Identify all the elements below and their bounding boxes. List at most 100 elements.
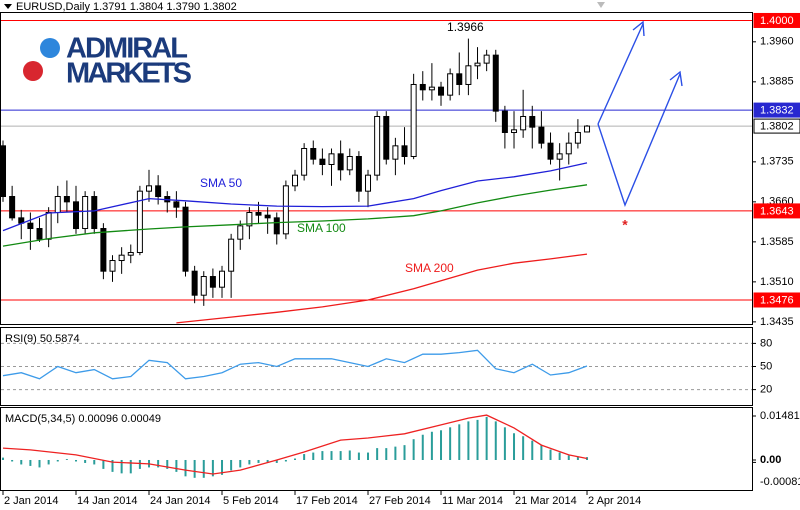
histogram-bar <box>567 455 570 460</box>
candle-body <box>264 214 271 219</box>
candle-body <box>27 222 34 230</box>
peak-annotation: 1.3966 <box>447 20 484 34</box>
histogram-bar <box>540 445 543 460</box>
forecast-arrows <box>597 20 683 207</box>
logo-dot <box>23 61 43 81</box>
candle-body <box>392 145 399 160</box>
histogram-bar <box>513 433 516 460</box>
y-tick-label: 1.3435 <box>760 316 794 328</box>
x-tick-label: 14 Jan 2014 <box>77 495 138 507</box>
histogram-bar <box>184 459 187 477</box>
chart-header: EURUSD,Daily 1.3791 1.3804 1.3790 1.3802 <box>16 1 237 13</box>
candle-body <box>565 142 572 155</box>
plot-area: 2 Jan 2014 14 Jan 2014 24 Jan 2014 5 Feb 20… <box>0 12 800 507</box>
candle-body <box>492 54 499 112</box>
candle-body <box>63 196 70 203</box>
candle-body <box>574 131 581 144</box>
x-tick-label: 11 Mar 2014 <box>442 495 503 507</box>
histogram-bar <box>440 430 443 460</box>
panel-title: MACD(5,34,5) 0.00096 0.00049 <box>5 413 161 425</box>
candle-body <box>511 129 518 133</box>
candle-body <box>246 212 253 227</box>
candle-body <box>45 212 52 240</box>
candle-body <box>54 196 61 214</box>
candle-body <box>118 254 125 262</box>
histogram-bar <box>221 459 224 475</box>
y-tick-label: 0.01481 <box>760 410 800 422</box>
histogram-bar <box>339 451 342 460</box>
line-series <box>2 349 588 380</box>
histogram-bar <box>586 457 589 460</box>
candle-body <box>136 190 143 254</box>
histogram-bar <box>166 459 169 469</box>
histogram-bar <box>129 459 132 474</box>
histogram-bar <box>248 459 251 465</box>
histogram-bar <box>84 459 87 463</box>
histogram-bar <box>193 459 196 478</box>
candle-body <box>127 252 134 256</box>
candle-body <box>501 110 508 133</box>
line-series <box>2 162 588 232</box>
price-box-label: 1.3832 <box>760 104 794 116</box>
histogram-bar <box>421 434 424 460</box>
histogram-bar <box>102 459 105 469</box>
candle-body <box>465 65 472 85</box>
price-box-label: 1.3802 <box>760 120 794 132</box>
candle-body <box>209 276 216 288</box>
x-tick-label: 21 Mar 2014 <box>515 495 577 507</box>
candle-body <box>73 201 80 230</box>
histogram-bar <box>38 459 41 468</box>
histogram-bar <box>376 448 379 460</box>
x-tick-label: 17 Feb 2014 <box>296 495 358 507</box>
histogram-bar <box>576 457 579 460</box>
price-box <box>753 118 800 134</box>
histogram-bar <box>65 459 68 460</box>
candle-body <box>155 185 162 198</box>
histogram-bar <box>403 445 406 460</box>
candle-body <box>228 238 235 272</box>
price-box <box>753 203 800 219</box>
logo-text: MARKETS <box>66 58 192 90</box>
candle-body <box>346 155 353 171</box>
histogram-bar <box>284 459 287 462</box>
y-tick-label: 50 <box>760 360 772 372</box>
x-tick-label: 27 Feb 2014 <box>369 495 431 507</box>
histogram-bar <box>257 459 260 463</box>
histogram-bar <box>394 446 397 460</box>
x-tick-label: 2 Jan 2014 <box>4 495 58 507</box>
histogram-bar <box>294 458 297 460</box>
histogram-bar <box>47 459 50 465</box>
candle-body <box>255 212 262 216</box>
line-series <box>2 414 588 475</box>
histogram-bar <box>75 459 78 462</box>
histogram-bar <box>458 424 461 460</box>
candle-body <box>474 62 481 67</box>
y-tick-label: 1.3585 <box>760 236 794 248</box>
histogram-bar <box>93 459 96 465</box>
histogram-bar <box>385 448 388 460</box>
shift-marker <box>597 2 605 8</box>
histogram-bar <box>303 454 306 460</box>
candle-body <box>310 147 317 160</box>
line-series <box>176 253 588 324</box>
candle-body <box>282 185 289 235</box>
histogram-bar <box>111 459 114 472</box>
y-tick-label: 1.3960 <box>760 36 794 48</box>
series-label: SMA 200 <box>405 261 454 275</box>
histogram-bar <box>348 450 351 460</box>
candle-body <box>520 115 527 131</box>
candle-body <box>292 174 299 187</box>
price-box <box>753 292 800 308</box>
histogram-bar <box>11 459 14 462</box>
candle-body <box>456 73 463 85</box>
candle-body <box>191 270 198 296</box>
y-tick-label: 1.3735 <box>760 156 794 168</box>
histogram-bar <box>503 427 506 460</box>
menu-triangle <box>4 4 12 9</box>
histogram-bar <box>239 459 242 468</box>
candle-body <box>410 83 417 157</box>
histogram-bar <box>321 451 324 460</box>
histogram-bar <box>522 436 525 460</box>
candle-body <box>483 54 490 64</box>
